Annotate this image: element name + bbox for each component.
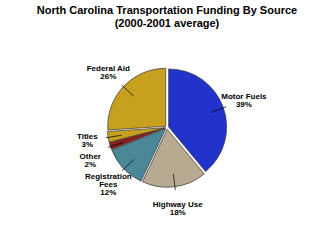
- html-text:North Carolina Transportation: North Carolina Transportation Funding By…: [36, 4, 298, 16]
- svg-text:Other2%: Other2%: [80, 152, 101, 169]
- svg-text:Titles3%: Titles3%: [77, 132, 98, 149]
- svg-text:Highway Use18%: Highway Use18%: [153, 200, 203, 217]
- svg-text:RegistrationFees12%: RegistrationFees12%: [85, 172, 132, 197]
- svg-text:Motor Fuels39%: Motor Fuels39%: [221, 92, 267, 109]
- svg-text:Federal Aid26%: Federal Aid26%: [87, 64, 130, 81]
- html-text:(2000-2001 average): (2000-2001 average): [114, 17, 220, 29]
